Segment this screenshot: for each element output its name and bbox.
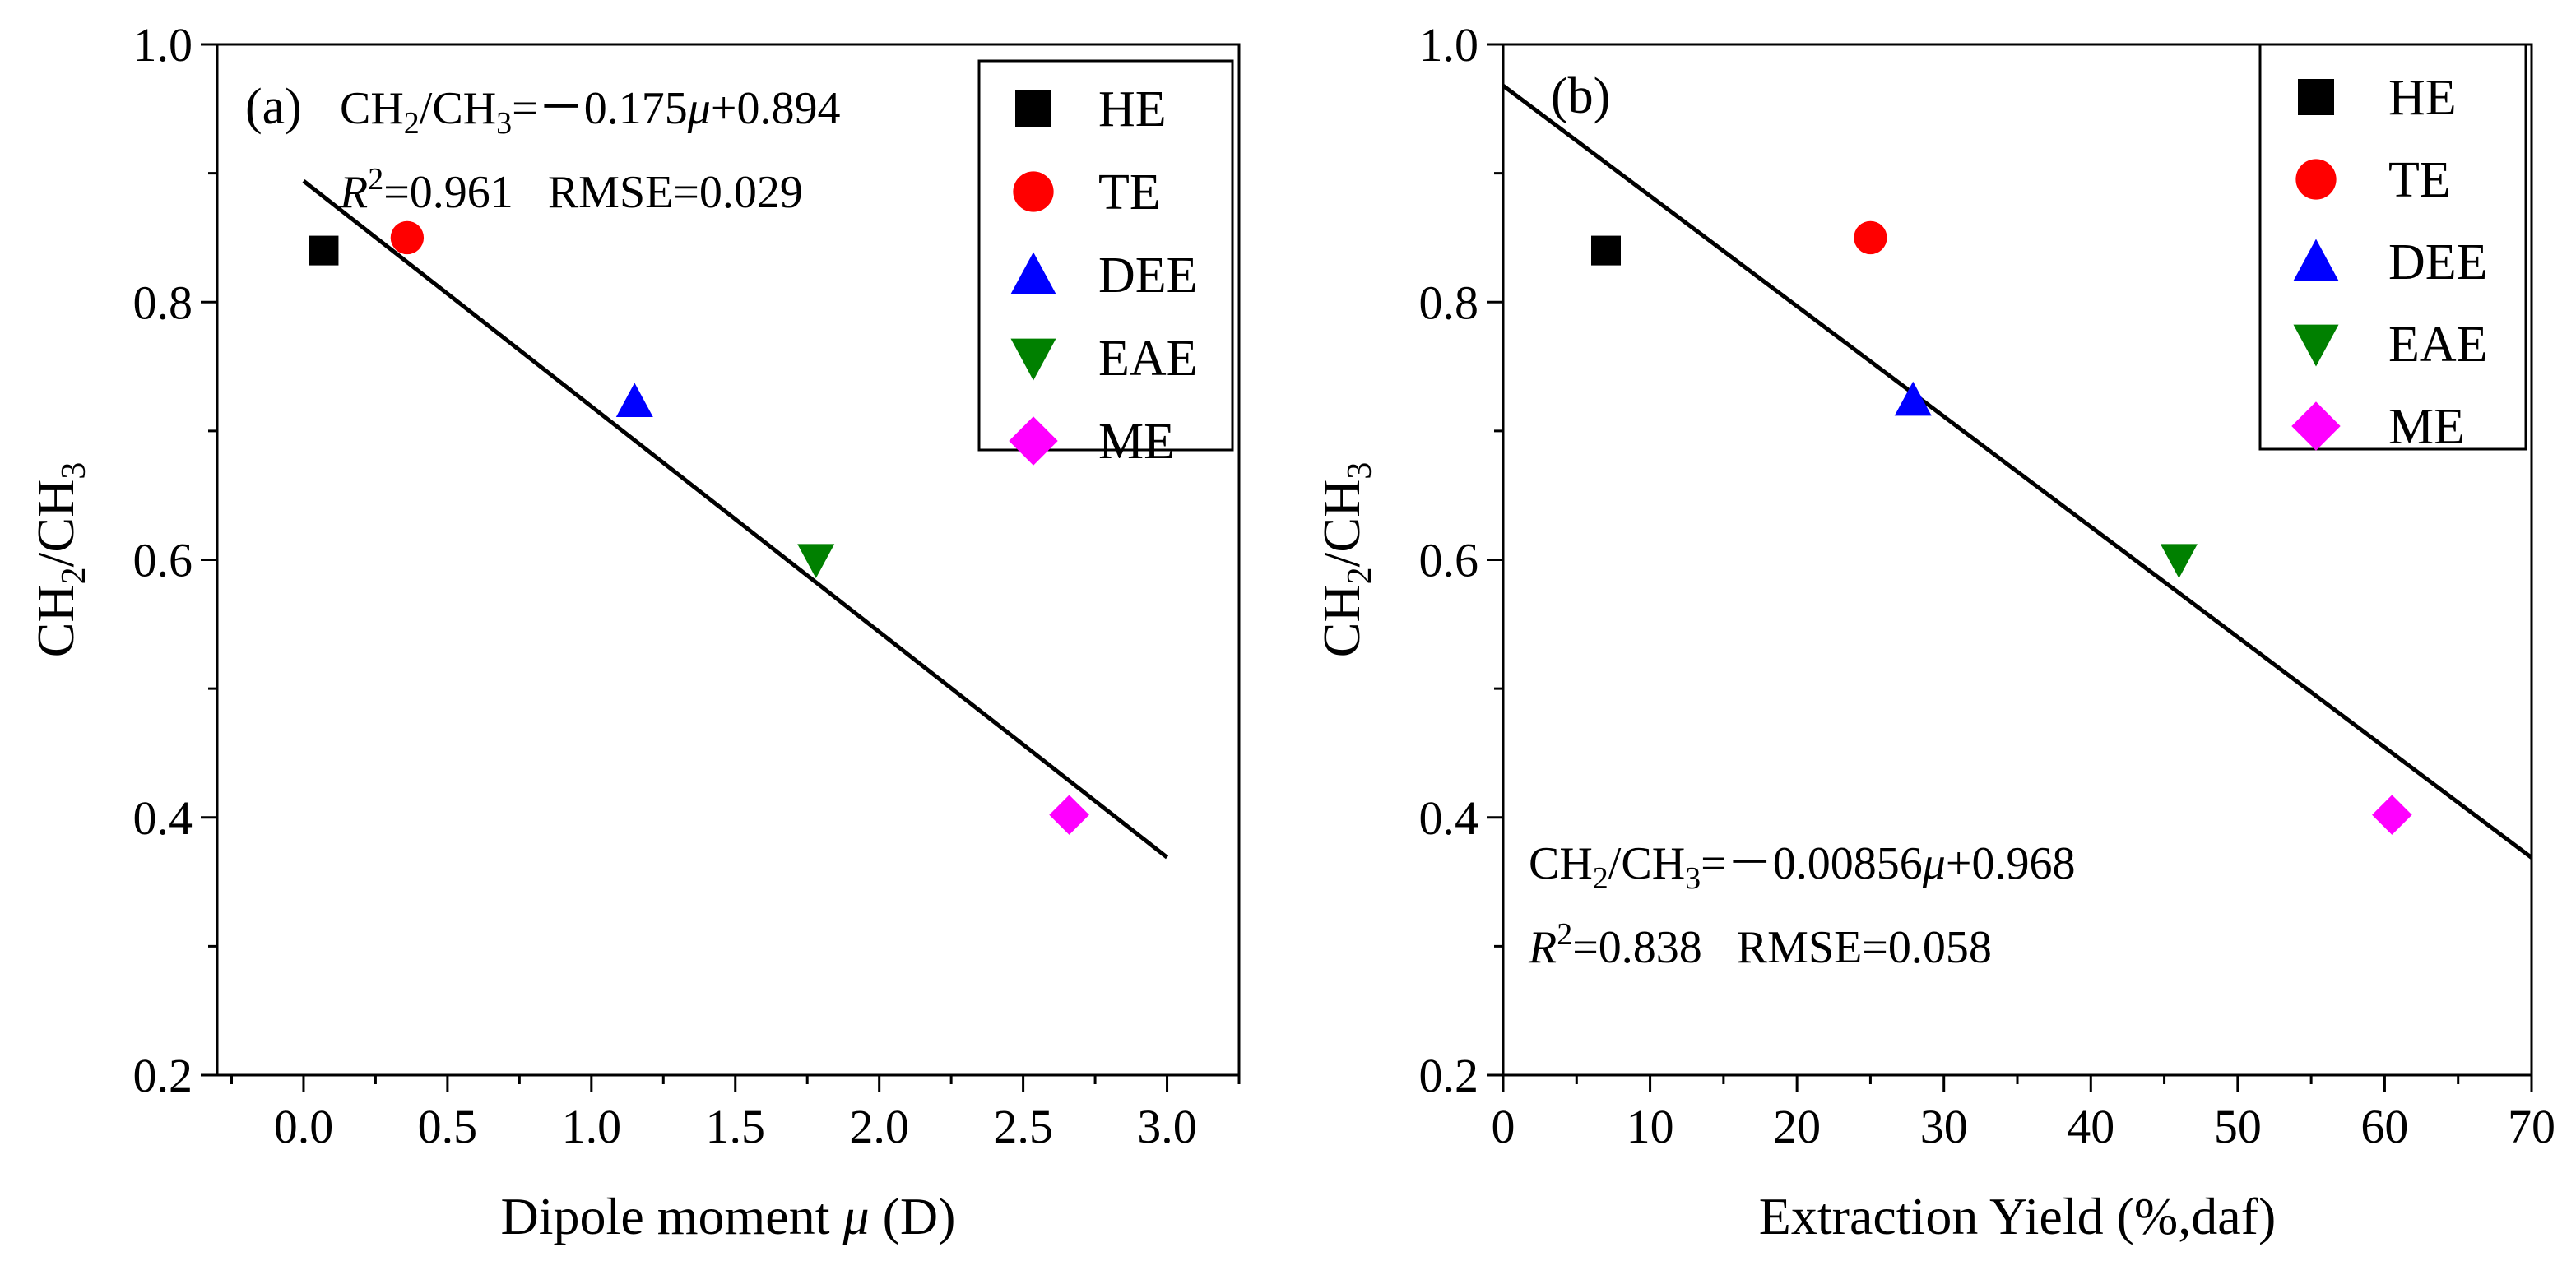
y-tick-label: 0.4 — [133, 791, 193, 845]
data-point-te — [390, 220, 425, 255]
x-axis-title-text: Dipole moment — [501, 1187, 843, 1245]
regression-line — [302, 179, 1169, 860]
legend-label-me: ME — [2388, 399, 2465, 455]
y-axis-title: CH2/CH3 — [1312, 462, 1379, 658]
x-axis-title: Dipole moment μ (D) — [501, 1187, 956, 1245]
legend-label-dee: DEE — [1098, 248, 1198, 304]
x-tick-label: 10 — [1627, 1100, 1674, 1153]
panel-label: (a) — [245, 79, 302, 135]
x-axis-title: Extraction Yield (%,daf) — [1759, 1187, 2277, 1245]
legend-marker-eae — [2293, 324, 2339, 367]
y-tick-label: 0.6 — [133, 534, 193, 587]
y-tick-label: 0.6 — [1419, 534, 1479, 587]
legend-marker-me — [2291, 401, 2341, 451]
x-tick-label: 30 — [1920, 1100, 1968, 1153]
y-tick-label: 0.2 — [1419, 1049, 1479, 1102]
x-tick-label: 1.5 — [705, 1100, 765, 1153]
panel-label: (b) — [1551, 68, 1610, 124]
legend-marker-he — [2298, 79, 2334, 115]
legend-label-te: TE — [1098, 165, 1161, 220]
legend-label-eae: EAE — [1098, 331, 1198, 387]
fit-stats: R2=0.961 RMSE=0.029 — [339, 162, 803, 218]
legend-marker-dee — [2293, 239, 2339, 281]
y-tick-label: 0.4 — [1419, 791, 1479, 845]
x-tick-label: 0.5 — [418, 1100, 478, 1153]
x-tick-label: 1.0 — [562, 1100, 622, 1153]
regression-line — [1502, 84, 2533, 860]
data-point-he — [309, 235, 339, 266]
legend: HE TE DEE EAE ME — [977, 59, 1234, 470]
data-point-dee — [615, 382, 653, 417]
y-tick-label: 1.0 — [1419, 18, 1479, 72]
legend-marker-me — [1009, 416, 1058, 466]
fit-equation: CH2/CH3=－0.175μ+0.894 — [340, 83, 840, 141]
y-tick-label: 0.8 — [133, 276, 193, 329]
legend-label-he: HE — [1098, 81, 1167, 137]
x-tick-label: 2.0 — [849, 1100, 909, 1153]
x-tick-label: 0.0 — [274, 1100, 334, 1153]
y-tick-label: 0.2 — [133, 1049, 193, 1102]
legend-marker-he — [1015, 90, 1051, 127]
legend-label-dee: DEE — [2388, 234, 2488, 290]
data-point-te — [1854, 220, 1887, 255]
data-point-eae — [2160, 544, 2198, 578]
x-tick-label: 20 — [1773, 1100, 1821, 1153]
x-axis-title-unit: (D) — [870, 1187, 956, 1245]
fit-equation: CH2/CH3=－0.00856μ+0.968 — [1529, 838, 2075, 896]
x-axis-title-symbol: μ — [842, 1187, 869, 1245]
x-tick-label: 40 — [2067, 1100, 2114, 1153]
legend-marker-te — [1013, 171, 1054, 212]
x-tick-label: 70 — [2508, 1100, 2555, 1153]
fit-stats: R2=0.838 RMSE=0.058 — [1528, 917, 1992, 973]
data-point-me — [1049, 795, 1089, 835]
data-point-dee — [1894, 381, 1932, 416]
legend-marker-eae — [1010, 338, 1056, 381]
chart-panel-a: 0.0 0.5 1.0 1.5 2.0 2.5 3.0 0.2 0.4 0.6 0.8 1.0 Dipo… — [26, 18, 1241, 1245]
x-tick-label: 60 — [2360, 1100, 2408, 1153]
data-point-me — [2372, 795, 2412, 835]
legend-marker-te — [2295, 159, 2337, 200]
legend-marker-dee — [1010, 252, 1056, 294]
data-point-he — [1591, 235, 1621, 266]
y-axis-title: CH2/CH3 — [26, 462, 93, 658]
y-tick-label: 0.8 — [1419, 276, 1479, 329]
legend-label-me: ME — [1098, 414, 1175, 470]
chart-panel-b: 0 10 20 30 40 50 60 70 0.2 0.4 0.6 0.8 1.0 Extraction… — [1312, 18, 2555, 1245]
x-tick-label: 2.5 — [993, 1100, 1053, 1153]
legend-label-he: HE — [2388, 70, 2457, 126]
legend: HE TE DEE EAE ME — [2258, 43, 2527, 455]
data-point-eae — [797, 544, 835, 578]
x-tick-label: 50 — [2214, 1100, 2262, 1153]
x-tick-label: 3.0 — [1137, 1100, 1197, 1153]
x-tick-label: 0 — [1492, 1100, 1515, 1153]
legend-label-eae: EAE — [2388, 317, 2488, 373]
legend-label-te: TE — [2388, 152, 2451, 208]
y-tick-label: 1.0 — [133, 18, 193, 72]
